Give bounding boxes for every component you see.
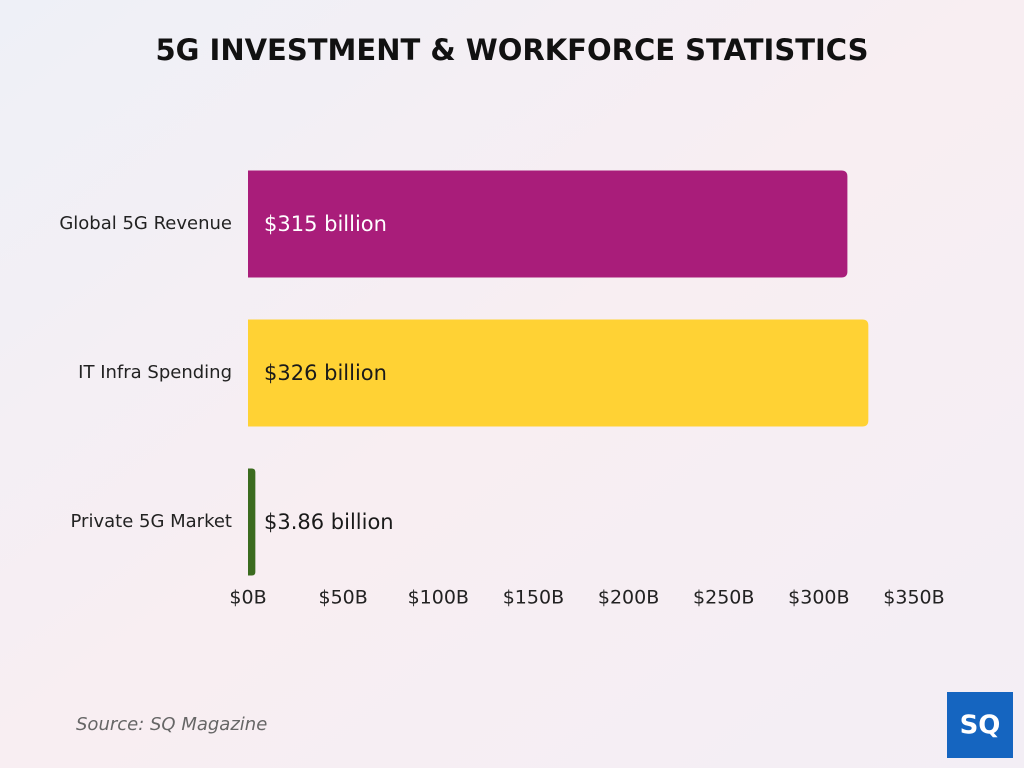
bar xyxy=(248,319,869,427)
x-tick-label: $200B xyxy=(598,587,659,609)
x-tick-label: $350B xyxy=(883,587,944,609)
value-label: $3.86 billion xyxy=(264,510,394,534)
bar xyxy=(248,170,848,278)
value-label: $315 billion xyxy=(264,212,387,236)
x-tick-label: $50B xyxy=(318,587,367,609)
x-tick-label: $0B xyxy=(229,587,266,609)
x-tick-label: $150B xyxy=(503,587,564,609)
logo: SQ xyxy=(960,711,1001,741)
category-label: Global 5G Revenue xyxy=(59,213,232,234)
value-label: $326 billion xyxy=(264,361,387,385)
x-tick-label: $250B xyxy=(693,587,754,609)
source: Source: SQ Magazine xyxy=(76,714,267,735)
category-label: IT Infra Spending xyxy=(78,362,232,383)
x-tick-label: $100B xyxy=(408,587,469,609)
category-label: Private 5G Market xyxy=(71,511,232,532)
logo-box xyxy=(947,692,1013,758)
bar xyxy=(248,468,256,576)
x-tick-label: $300B xyxy=(788,587,849,609)
chart-title: 5G INVESTMENT & WORKFORCE STATISTICS xyxy=(155,33,868,67)
